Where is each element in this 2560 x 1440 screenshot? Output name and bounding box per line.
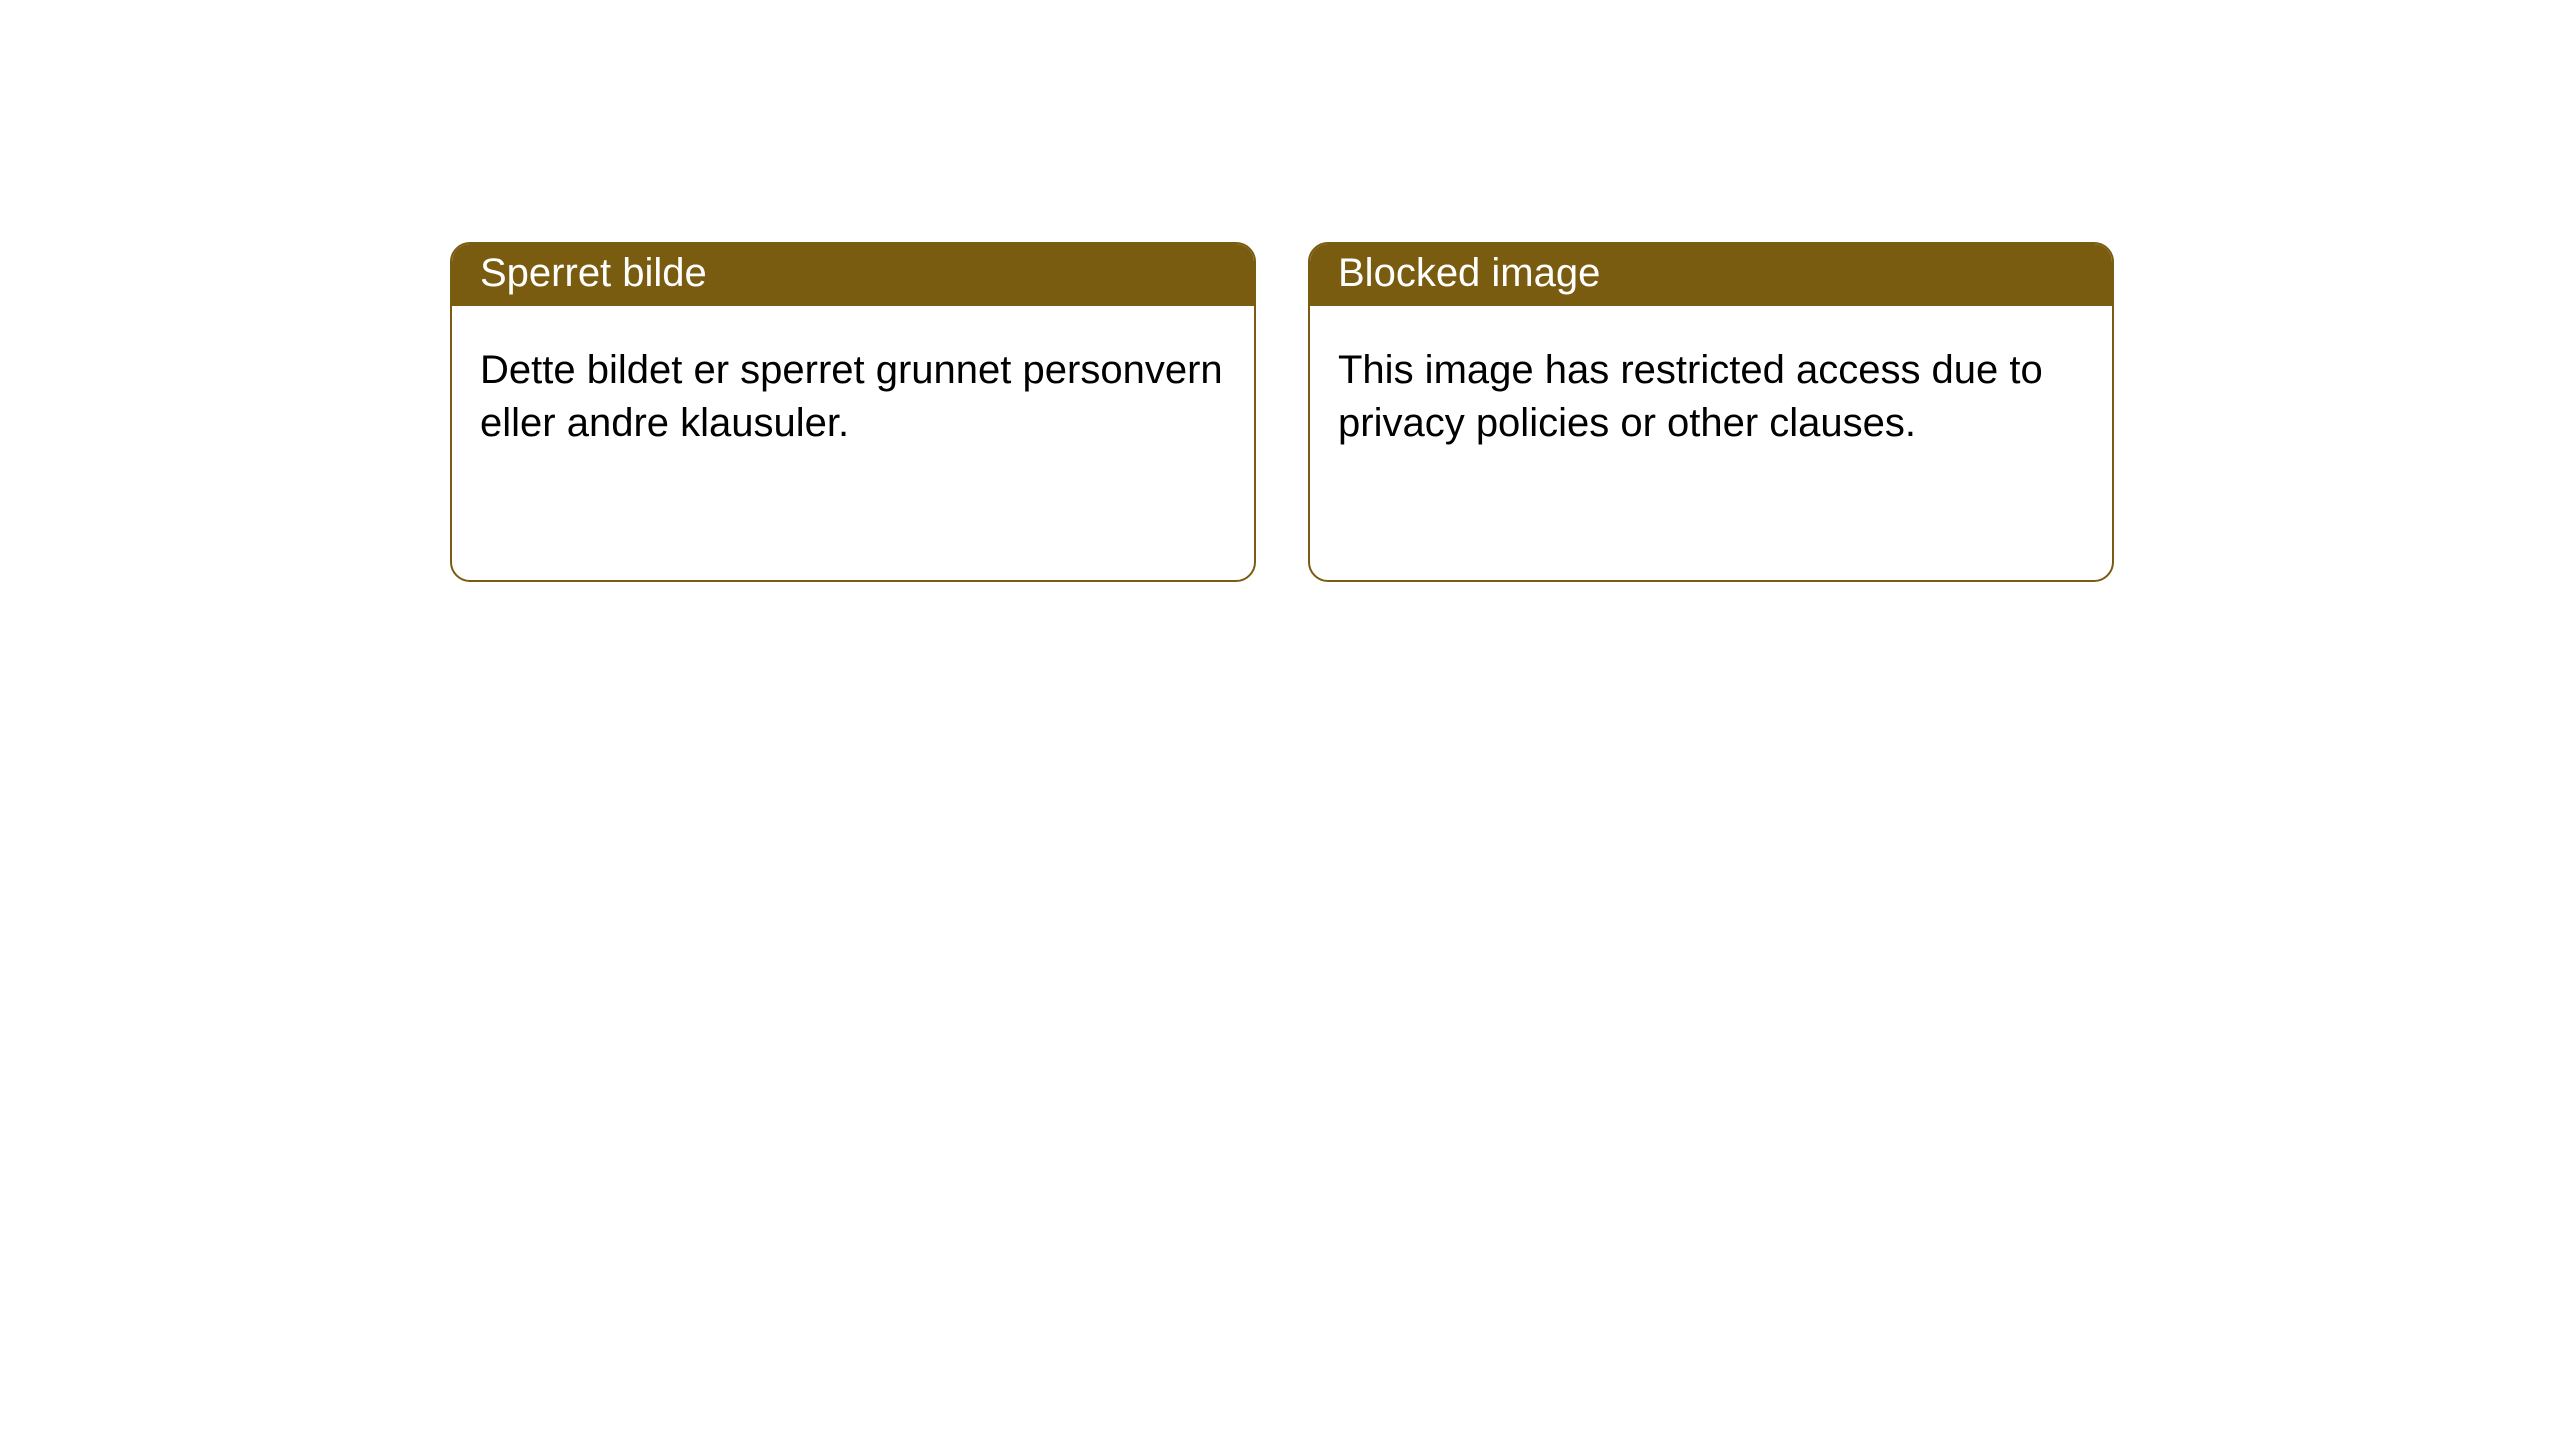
card-body: Dette bildet er sperret grunnet personve… (452, 306, 1254, 478)
notice-cards-container: Sperret bilde Dette bildet er sperret gr… (0, 0, 2560, 582)
card-header: Sperret bilde (452, 244, 1254, 306)
card-body: This image has restricted access due to … (1310, 306, 2112, 478)
card-body-text: Dette bildet er sperret grunnet personve… (480, 348, 1223, 445)
blocked-image-card-no: Sperret bilde Dette bildet er sperret gr… (450, 242, 1256, 582)
card-header: Blocked image (1310, 244, 2112, 306)
card-body-text: This image has restricted access due to … (1338, 348, 2043, 445)
card-title: Blocked image (1338, 251, 1600, 296)
card-title: Sperret bilde (480, 251, 707, 296)
blocked-image-card-en: Blocked image This image has restricted … (1308, 242, 2114, 582)
